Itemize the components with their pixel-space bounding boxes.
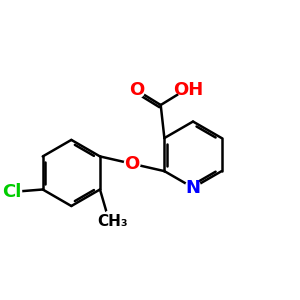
Circle shape	[2, 182, 22, 202]
Text: N: N	[185, 178, 200, 196]
Circle shape	[185, 180, 201, 196]
Circle shape	[124, 156, 140, 172]
Circle shape	[101, 210, 124, 233]
Circle shape	[178, 80, 198, 101]
Text: O: O	[129, 81, 145, 99]
Text: CH₃: CH₃	[98, 214, 128, 229]
Circle shape	[129, 82, 145, 98]
Text: O: O	[124, 155, 140, 173]
Text: Cl: Cl	[2, 183, 21, 201]
Text: OH: OH	[173, 81, 203, 99]
